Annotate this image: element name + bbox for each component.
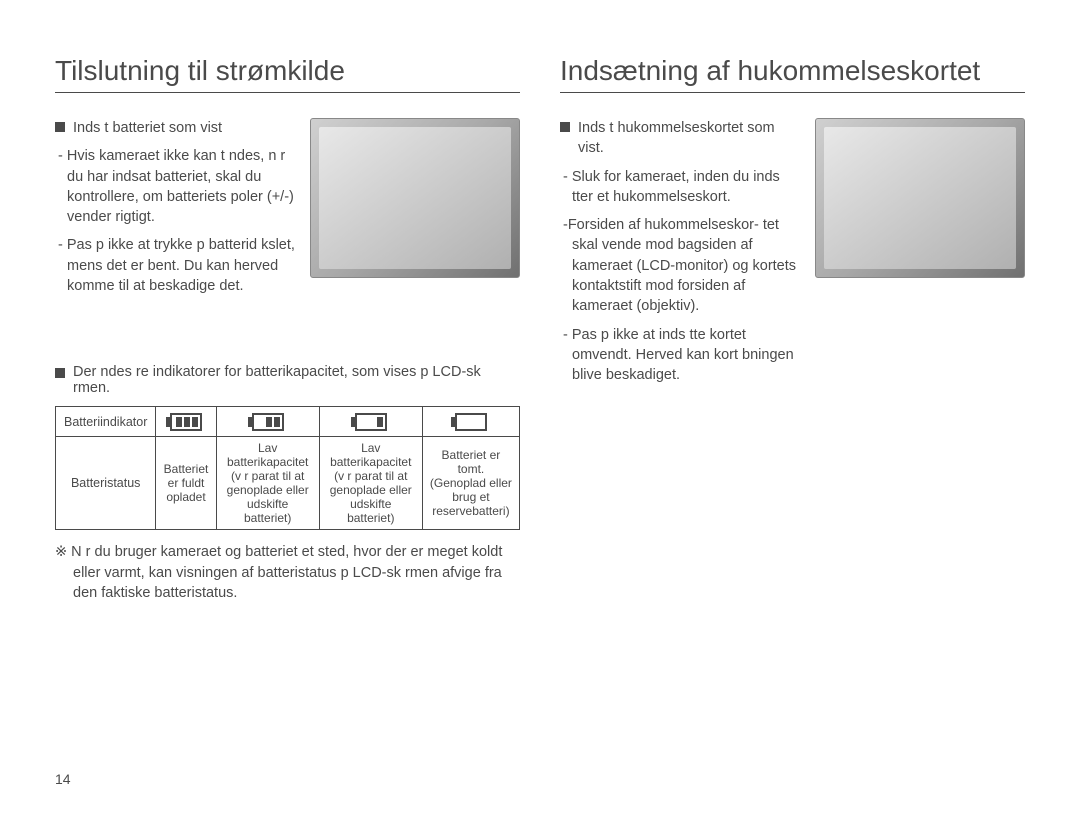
- page-container: Tilslutning til strømkilde Inds t batter…: [55, 55, 1025, 603]
- left-heading: Tilslutning til strømkilde: [55, 55, 520, 93]
- bullet-square-icon: [560, 122, 570, 132]
- bullet-item: Inds t hukommelseskortet som vist.: [560, 118, 800, 159]
- battery-icon-cell-1bar: [319, 407, 422, 437]
- battery-empty-icon: [455, 413, 487, 431]
- right-column: Indsætning af hukommelseskortet Inds t h…: [560, 55, 1025, 603]
- memcard-insert-illustration: [815, 118, 1025, 278]
- sub-item: - Hvis kameraet ikke kan t ndes, n r du …: [55, 146, 295, 227]
- battery-text: Inds t batteriet som vist - Hvis kamerae…: [55, 118, 295, 304]
- indicator-intro-text: Der ndes re indikatorer for batterikapac…: [73, 364, 520, 396]
- memcard-text: Inds t hukommelseskortet som vist. - Slu…: [560, 118, 800, 394]
- sub-item: - Pas p ikke at inds tte kortet omvendt.…: [560, 325, 800, 386]
- row-header: Batteristatus: [56, 437, 156, 530]
- table-row: Batteriindikator: [56, 407, 520, 437]
- right-heading: Indsætning af hukommelseskortet: [560, 55, 1025, 93]
- bullet-text: Inds t batteriet som vist: [73, 118, 222, 138]
- battery-2bar-icon: [252, 413, 284, 431]
- left-column: Tilslutning til strømkilde Inds t batter…: [55, 55, 520, 603]
- page-number: 14: [55, 771, 71, 787]
- indicator-intro-row: Der ndes re indikatorer for batterikapac…: [55, 364, 520, 396]
- table-row: Batteristatus Batteriet er fuldt opladet…: [56, 437, 520, 530]
- battery-icon-cell-2bars: [216, 407, 319, 437]
- battery-icon-cell-empty: [422, 407, 519, 437]
- battery-full-icon: [170, 413, 202, 431]
- bullet-text: Inds t hukommelseskortet som vist.: [578, 118, 800, 159]
- indicator-section: Der ndes re indikatorer for batterikapac…: [55, 364, 520, 603]
- temperature-note: ※ N r du bruger kameraet og batteriet et…: [55, 542, 520, 603]
- battery-indicator-table: Batteriindikator: [55, 406, 520, 530]
- row-header: Batteriindikator: [56, 407, 156, 437]
- battery-content-row: Inds t batteriet som vist - Hvis kamerae…: [55, 118, 520, 304]
- battery-insert-illustration: [310, 118, 520, 278]
- bullet-square-icon: [55, 122, 65, 132]
- battery-icon-cell-full: [156, 407, 216, 437]
- status-cell: Lav batterikapacitet (v r parat til at g…: [319, 437, 422, 530]
- status-cell: Batteriet er tomt. (Genoplad eller brug …: [422, 437, 519, 530]
- memcard-content-row: Inds t hukommelseskortet som vist. - Slu…: [560, 118, 1025, 394]
- sub-item: -Forsiden af hukommelseskor- tet skal ve…: [560, 215, 800, 316]
- bullet-item: Inds t batteriet som vist: [55, 118, 295, 138]
- status-cell: Batteriet er fuldt opladet: [156, 437, 216, 530]
- status-cell: Lav batterikapacitet (v r parat til at g…: [216, 437, 319, 530]
- battery-1bar-icon: [355, 413, 387, 431]
- sub-item: - Sluk for kameraet, inden du inds tter …: [560, 167, 800, 208]
- sub-item: - Pas p ikke at trykke p batterid kslet,…: [55, 235, 295, 296]
- bullet-square-icon: [55, 368, 65, 378]
